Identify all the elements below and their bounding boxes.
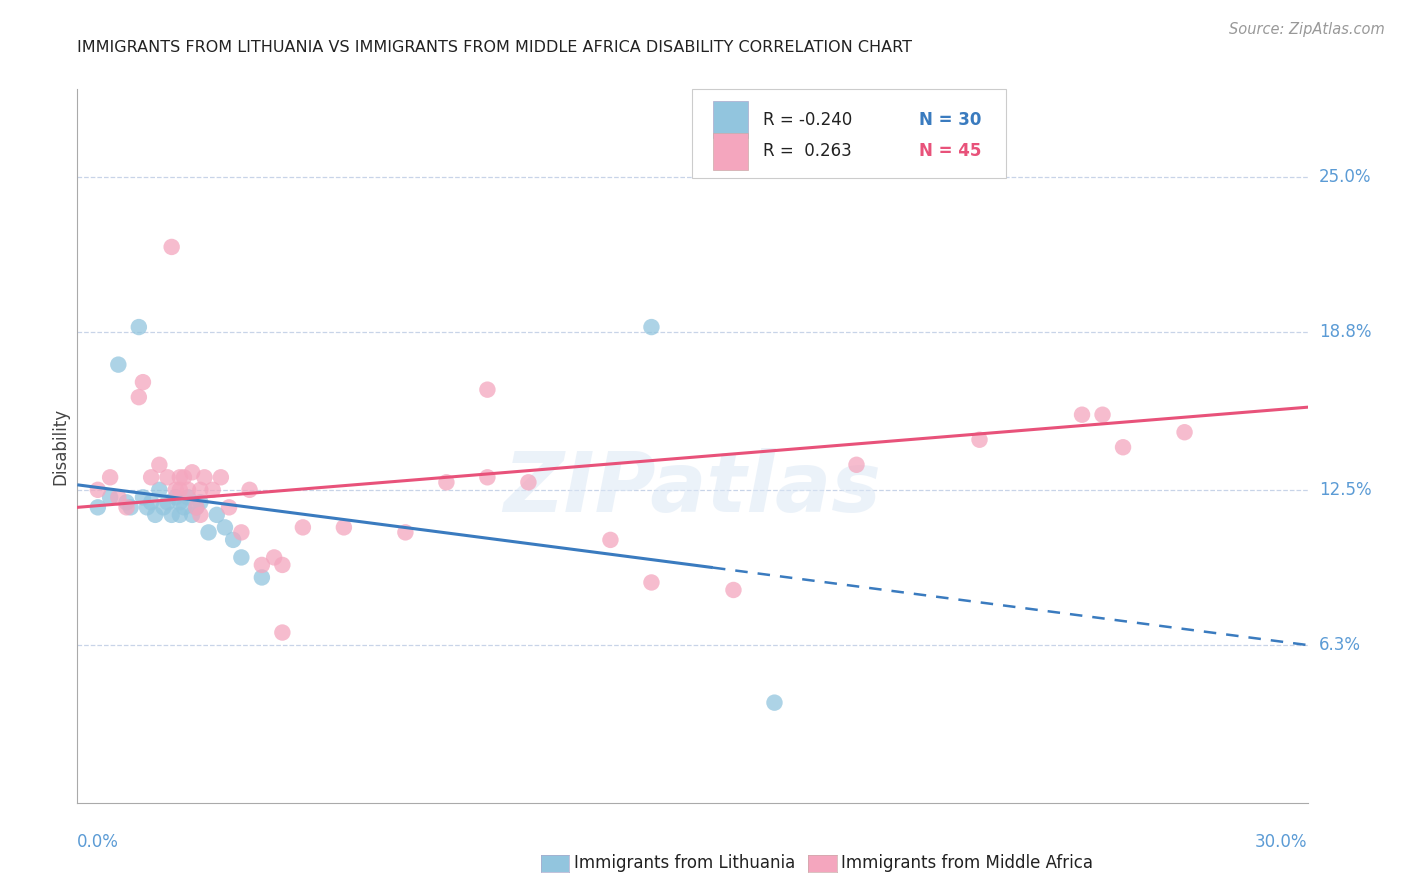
Point (250, 570, 273, 584)
Point (156, 495, 179, 509)
Point (205, 508, 228, 522)
Point (107, 491, 129, 505)
Point (1091, 408, 1114, 422)
Point (152, 500, 174, 515)
Point (160, 508, 183, 522)
Point (132, 375, 155, 389)
Point (209, 470, 232, 484)
Point (250, 558, 273, 572)
Point (640, 575, 662, 590)
Point (128, 320, 150, 334)
Point (1112, 440, 1135, 454)
Point (148, 483, 170, 497)
Point (169, 470, 191, 484)
Point (141, 470, 163, 484)
Point (136, 500, 159, 515)
Point (969, 433, 991, 447)
Point (169, 495, 191, 509)
Point (186, 500, 208, 515)
Point (132, 491, 155, 505)
Text: Immigrants from Lithuania: Immigrants from Lithuania (574, 855, 794, 872)
Text: 25.0%: 25.0% (1319, 168, 1371, 186)
Point (271, 625, 294, 640)
FancyBboxPatch shape (713, 102, 748, 138)
Point (263, 550, 285, 565)
Point (177, 483, 200, 497)
Point (181, 508, 204, 522)
Text: ZIPatlas: ZIPatlas (503, 449, 882, 529)
Point (173, 470, 195, 484)
Point (517, 475, 540, 490)
Point (763, 696, 786, 710)
Point (1071, 408, 1094, 422)
Point (477, 470, 499, 484)
Point (115, 500, 138, 515)
Point (107, 358, 129, 372)
Point (169, 508, 191, 522)
Point (160, 240, 183, 254)
Point (214, 520, 236, 534)
Point (201, 483, 224, 497)
Point (98, 491, 121, 505)
Point (333, 520, 356, 534)
Point (115, 495, 138, 509)
Point (231, 550, 253, 565)
Y-axis label: Disability: Disability (51, 408, 69, 484)
Point (188, 508, 212, 522)
Point (120, 500, 142, 515)
Point (188, 483, 212, 497)
Point (177, 491, 200, 505)
Point (222, 533, 245, 547)
Point (87, 483, 110, 497)
Point (128, 390, 150, 404)
Point (169, 483, 191, 497)
Text: N = 45: N = 45 (920, 143, 981, 161)
Point (188, 495, 212, 509)
Point (599, 533, 621, 547)
FancyBboxPatch shape (713, 133, 748, 169)
Point (186, 500, 208, 515)
Text: R =  0.263: R = 0.263 (762, 143, 851, 161)
Point (98, 470, 121, 484)
Text: 12.5%: 12.5% (1319, 481, 1371, 499)
Text: Source: ZipAtlas.com: Source: ZipAtlas.com (1229, 22, 1385, 37)
Text: N = 30: N = 30 (920, 111, 981, 128)
Point (477, 383, 499, 397)
Text: 18.8%: 18.8% (1319, 323, 1371, 341)
Text: 6.3%: 6.3% (1319, 636, 1361, 654)
Point (165, 483, 187, 497)
Text: 30.0%: 30.0% (1256, 833, 1308, 851)
Text: 0.0%: 0.0% (77, 833, 120, 851)
Text: Immigrants from Middle Africa: Immigrants from Middle Africa (841, 855, 1092, 872)
Point (723, 582, 745, 597)
Point (143, 508, 166, 522)
Point (165, 491, 187, 505)
Point (193, 470, 215, 484)
Point (231, 525, 253, 540)
Text: R = -0.240: R = -0.240 (762, 111, 852, 128)
Point (181, 465, 204, 479)
Point (291, 520, 314, 534)
Point (156, 470, 179, 484)
Point (197, 525, 219, 540)
Point (218, 500, 240, 515)
Point (87, 500, 110, 515)
Point (436, 475, 458, 490)
Point (271, 558, 294, 572)
Point (394, 525, 416, 540)
Point (1174, 425, 1197, 440)
Point (141, 495, 163, 509)
Point (148, 458, 170, 472)
Point (173, 500, 195, 515)
Point (845, 458, 868, 472)
FancyBboxPatch shape (693, 89, 1007, 178)
Point (640, 320, 662, 334)
Text: IMMIGRANTS FROM LITHUANIA VS IMMIGRANTS FROM MIDDLE AFRICA DISABILITY CORRELATIO: IMMIGRANTS FROM LITHUANIA VS IMMIGRANTS … (77, 40, 912, 55)
Point (239, 483, 262, 497)
